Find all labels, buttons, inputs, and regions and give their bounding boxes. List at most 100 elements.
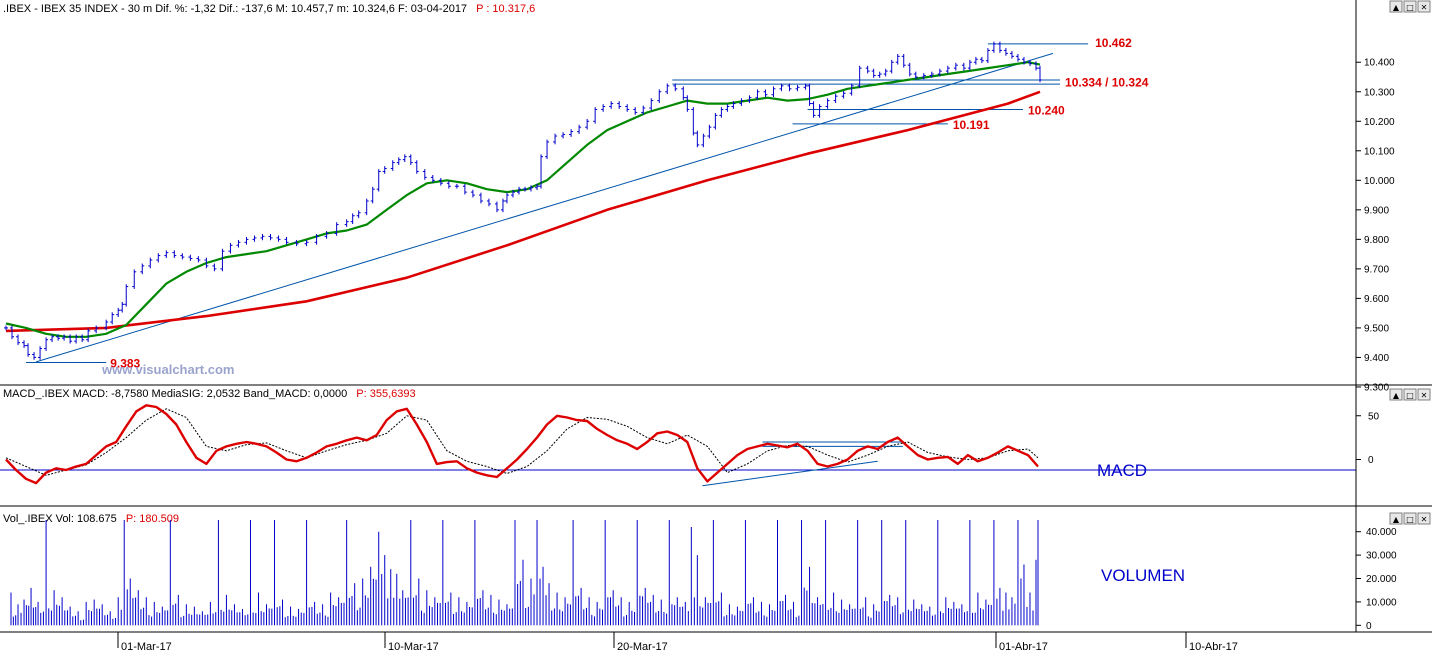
price-level-label: 10.334 / 10.324 xyxy=(1065,75,1149,89)
price-bar xyxy=(516,186,521,195)
svg-text:✕: ✕ xyxy=(1421,391,1428,400)
price-bar xyxy=(895,53,900,65)
price-level-label: 9.383 xyxy=(110,356,140,370)
price-bar xyxy=(833,93,838,103)
price-bar xyxy=(32,352,37,360)
close-icon[interactable]: ✕ xyxy=(1417,0,1431,13)
price-bar xyxy=(438,177,443,186)
price-y-tick-label: 9.900 xyxy=(1364,205,1389,216)
price-bar xyxy=(673,83,678,92)
macd-header: MACD_.IBEX MACD: -8,7580 MediaSIG: 2,053… xyxy=(3,388,416,400)
price-bar xyxy=(486,198,491,207)
price-bar xyxy=(132,269,137,289)
price-bar xyxy=(494,201,499,213)
svg-text:✕: ✕ xyxy=(1421,3,1428,12)
price-bar xyxy=(462,183,467,195)
svg-text:▲: ▲ xyxy=(1393,515,1400,524)
price-bar xyxy=(695,130,700,148)
price-bar xyxy=(755,89,760,101)
date-tick-label: 01-Abr-17 xyxy=(999,641,1048,652)
price-bar xyxy=(196,256,201,263)
up-arrow-icon[interactable]: ▲ xyxy=(1389,0,1403,13)
watermark: www.visualchart.com xyxy=(101,362,234,377)
svg-text:□: □ xyxy=(1406,3,1414,12)
price-y-tick-label: 9.800 xyxy=(1364,235,1389,246)
price-bar xyxy=(1015,53,1020,62)
volume-header-last: P: 180.509 xyxy=(126,513,179,525)
price-bar xyxy=(535,183,540,191)
price-bar xyxy=(841,90,846,99)
price-panel: .IBEX - IBEX 35 INDEX - 30 m Dif. %: -1,… xyxy=(3,3,1149,377)
maximize-icon[interactable]: □ xyxy=(1403,388,1417,401)
volume-header-text: Vol_.IBEX Vol: 108.675 xyxy=(3,513,117,525)
price-bar xyxy=(985,48,990,64)
price-bar xyxy=(1038,65,1042,83)
price-bar xyxy=(16,334,21,346)
price-bar xyxy=(907,62,912,77)
panel-window-buttons: ▲ □ ✕ ▲ □ ✕ ▲ □ ✕ xyxy=(1389,0,1431,525)
price-bar xyxy=(268,234,273,241)
up-arrow-icon[interactable]: ▲ xyxy=(1389,512,1403,525)
close-icon[interactable]: ✕ xyxy=(1417,512,1431,525)
price-bar xyxy=(719,107,724,118)
price-bar xyxy=(454,183,459,189)
price-bar xyxy=(156,253,161,263)
price-bar xyxy=(725,104,730,112)
price-bar xyxy=(937,68,942,77)
price-bar xyxy=(304,239,309,247)
maximize-icon[interactable]: □ xyxy=(1403,0,1417,13)
price-bar xyxy=(62,334,67,341)
price-bar xyxy=(553,133,558,145)
price-bar xyxy=(609,101,614,109)
volume-header: Vol_.IBEX Vol: 108.675 P: 180.509 xyxy=(3,513,179,525)
price-bar xyxy=(817,104,822,118)
price-bar xyxy=(356,210,361,219)
price-y-tick-label: 10.300 xyxy=(1364,87,1395,98)
price-bar xyxy=(641,105,646,115)
svg-text:□: □ xyxy=(1406,515,1414,524)
price-bar xyxy=(569,129,574,137)
price-bar xyxy=(807,83,812,106)
price-y-tick-label: 9.500 xyxy=(1364,323,1389,334)
volume-y-tick-label: 40.000 xyxy=(1366,527,1397,538)
price-bar xyxy=(364,198,369,216)
price-bar xyxy=(1003,48,1008,56)
date-ticks: 01-Mar-17 10-Mar-17 20-Mar-17 01-Abr-17 10-A… xyxy=(117,632,1238,652)
date-tick-label: 01-Mar-17 xyxy=(121,641,172,652)
price-bar xyxy=(681,86,686,101)
macd-y-ticks: 50 0 xyxy=(1356,411,1380,466)
price-bar xyxy=(921,73,926,80)
price-bar xyxy=(370,186,375,204)
price-bar xyxy=(50,334,55,343)
right-axis: 10.400 10.300 10.200 10.100 10.000 9.900 9.800… xyxy=(1355,0,1397,632)
price-bar xyxy=(504,192,509,204)
price-bar xyxy=(38,346,43,360)
price-bar xyxy=(731,101,736,109)
price-bar xyxy=(901,53,906,68)
macd-label: MACD xyxy=(1097,461,1147,480)
macd-y-tick-label: 50 xyxy=(1368,411,1380,422)
price-bar xyxy=(649,98,654,111)
close-icon[interactable]: ✕ xyxy=(1417,388,1431,401)
price-bar xyxy=(324,231,329,239)
price-y-tick-label: 10.200 xyxy=(1364,117,1395,128)
price-bar xyxy=(10,325,15,340)
price-bar xyxy=(244,236,249,245)
price-bar xyxy=(86,328,91,343)
macd-header-last: P: 355,6393 xyxy=(356,388,415,400)
price-bar xyxy=(967,59,972,71)
price-trendline xyxy=(35,52,1054,363)
price-bar xyxy=(284,236,289,245)
price-y-tick-label: 10.400 xyxy=(1364,58,1395,69)
up-arrow-icon[interactable]: ▲ xyxy=(1389,388,1403,401)
macd-line xyxy=(5,404,1039,485)
price-bar xyxy=(470,189,475,198)
price-bar xyxy=(172,250,177,258)
date-tick-label: 20-Mar-17 xyxy=(617,641,668,652)
price-level-label: 10.191 xyxy=(953,118,990,132)
volume-bars xyxy=(10,520,1039,626)
price-bar xyxy=(763,89,768,98)
price-bar xyxy=(625,104,630,112)
maximize-icon[interactable]: □ xyxy=(1403,512,1417,525)
price-bar xyxy=(382,166,387,174)
